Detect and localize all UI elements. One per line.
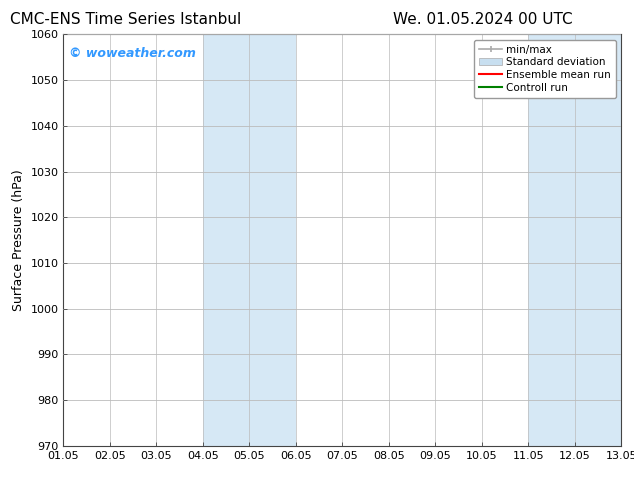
Text: CMC-ENS Time Series Istanbul: CMC-ENS Time Series Istanbul xyxy=(10,12,241,27)
Legend: min/max, Standard deviation, Ensemble mean run, Controll run: min/max, Standard deviation, Ensemble me… xyxy=(474,40,616,98)
Text: We. 01.05.2024 00 UTC: We. 01.05.2024 00 UTC xyxy=(393,12,573,27)
Y-axis label: Surface Pressure (hPa): Surface Pressure (hPa) xyxy=(12,169,25,311)
Bar xyxy=(528,34,621,446)
Bar xyxy=(203,34,296,446)
Text: © woweather.com: © woweather.com xyxy=(69,47,196,60)
